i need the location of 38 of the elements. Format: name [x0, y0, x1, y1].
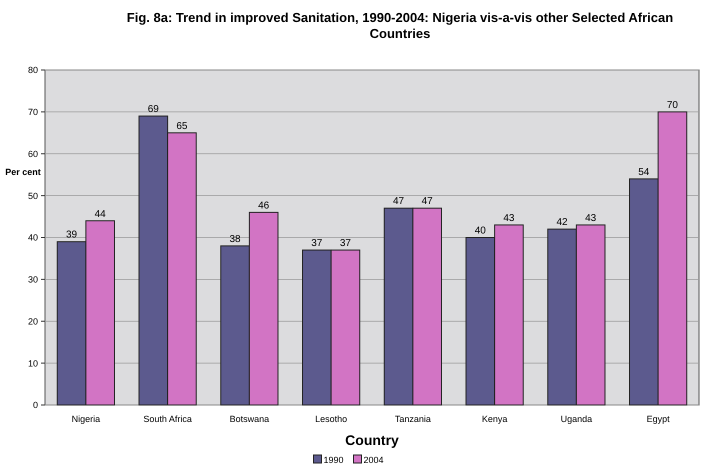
y-tick-label: 40 — [28, 232, 38, 243]
y-tick-label: 10 — [28, 358, 38, 368]
y-tick-label: 80 — [28, 65, 38, 76]
data-label: 38 — [230, 234, 242, 245]
data-label: 40 — [474, 226, 486, 236]
x-tick-label: Botswana — [230, 414, 270, 424]
x-axis-title: Country — [345, 432, 400, 448]
x-tick-label: Lesotho — [315, 414, 348, 424]
data-label: 37 — [311, 238, 323, 250]
data-label: 70 — [666, 100, 678, 111]
data-label: 54 — [638, 166, 650, 178]
y-tick-label: 0 — [32, 400, 38, 410]
x-tick-label: Uganda — [560, 414, 592, 424]
legend-label: 1990 — [324, 455, 344, 465]
y-tick-label: 20 — [28, 316, 38, 326]
x-tick-label: South Africa — [143, 414, 192, 424]
x-tick-label: Tanzania — [394, 414, 431, 424]
data-label: 69 — [148, 104, 160, 116]
data-label: 47 — [393, 196, 405, 208]
x-tick-label: Nigeria — [72, 414, 100, 424]
data-label: 44 — [94, 208, 106, 220]
x-tick-label: Egypt — [646, 414, 670, 424]
y-tick-label: 50 — [28, 190, 38, 201]
chart-title: Fig. 8a: Trend in improved Sanitation, 1990-2004: Nigeria vis-a-vis other Selected African Countries — [126, 10, 674, 41]
data-label: 43 — [585, 212, 597, 224]
data-label: 42 — [556, 217, 568, 228]
data-label: 65 — [176, 120, 188, 132]
data-label: 43 — [503, 212, 515, 224]
x-tick-label: Kenya — [482, 414, 508, 424]
y-tick-label: 70 — [28, 107, 38, 118]
data-label: 46 — [258, 200, 270, 212]
legend-label: 2004 — [364, 455, 384, 465]
y-tick-label: 60 — [28, 148, 38, 159]
y-tick-label: 30 — [28, 274, 38, 285]
data-label: 39 — [66, 230, 78, 241]
data-label: 37 — [340, 238, 352, 250]
data-label: 47 — [422, 196, 434, 208]
y-axis-title: Per cent — [5, 167, 41, 177]
